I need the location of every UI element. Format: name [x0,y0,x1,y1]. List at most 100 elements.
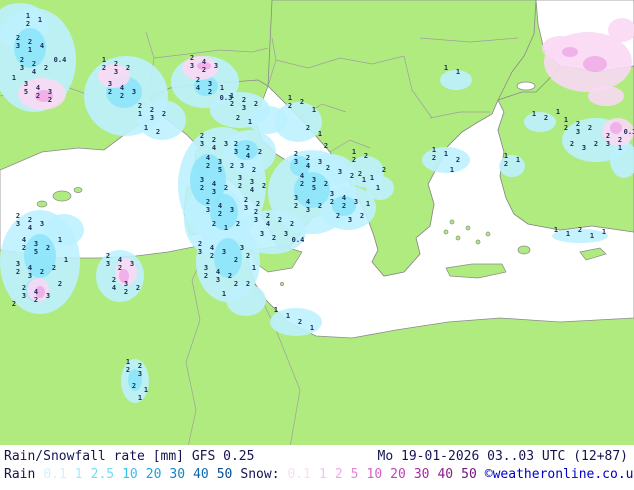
station-value: 2 [34,296,38,304]
station-value: 2 [298,318,302,326]
station-value: 1 [366,200,370,208]
station-value: 3 [254,216,258,224]
precip-rain-mid-blob [128,369,142,391]
station-value: 4 [196,84,200,92]
station-value: 2 [224,184,228,192]
station-value: 1 [230,92,234,100]
station-value: 3 [338,168,342,176]
snow-scale-step: 20 [390,467,406,482]
station-value: 1 [248,118,252,126]
station-value: 3 [242,104,246,112]
station-value: 3 [244,204,248,212]
station-value: 1 [602,228,606,236]
station-value: 3 [24,80,28,88]
cyclades-island [485,231,491,237]
station-value: 3 [40,220,44,228]
station-value: 2 [288,102,292,110]
station-value: 1 [456,68,460,76]
station-value: 2 [290,220,294,228]
station-value: 2 [570,140,574,148]
station-value: 2 [246,280,250,288]
station-value: 3 [22,292,26,300]
station-value: 1 [126,358,130,366]
station-value: 2 [28,38,32,46]
station-value: 3 [20,64,24,72]
station-value: 3 [318,158,322,166]
station-value: 2 [126,366,130,374]
station-value: 2 [12,300,16,308]
station-value: 0.3 [624,128,634,136]
station-value: 4 [306,198,310,206]
station-value: 3 [606,140,610,148]
station-value: 2 [150,106,154,114]
precip-rain-mid-blob [194,76,218,96]
station-value: 3 [348,216,352,224]
station-value: 2 [40,268,44,276]
station-value: 1 [138,110,142,118]
station-value: 2 [212,136,216,144]
station-value: 1 [144,124,148,132]
snow-scale-step: 50 [461,467,477,482]
precip-rain-light-blob [138,100,186,140]
precip-rain-mid-blob [294,172,330,208]
station-value: 2 [138,102,142,110]
station-value: 2 [326,164,330,172]
station-value: 1 [450,166,454,174]
station-value: 2 [238,182,242,190]
station-value: 2 [138,362,142,370]
station-value: 3 [108,80,112,88]
station-value: 2 [114,60,118,68]
station-value: 3 [312,176,316,184]
station-value: 2 [118,264,122,272]
station-value: 1 [376,184,380,192]
precip-rain-light-blob [366,176,394,200]
station-value: 1 [222,290,226,298]
precip-rain-light-blob [524,112,556,132]
station-value: 1 [220,84,224,92]
station-value: 2 [336,212,340,220]
station-value: 2 [28,216,32,224]
station-value: 2 [234,280,238,288]
station-value: 3 [582,144,586,152]
snow-scale-step: 30 [413,467,430,482]
station-value: 2 [256,200,260,208]
station-value: 5 [24,88,28,96]
station-value: 3 [576,128,580,136]
station-value: 2 [16,268,20,276]
station-value: 2 [588,124,592,132]
cyclades-island [443,229,449,235]
station-value: 4 [250,186,254,194]
station-value: 2 [16,34,20,42]
station-value: 4 [210,244,214,252]
station-value: 2 [106,252,110,260]
station-value: 3 [222,248,226,256]
station-value: 2 [206,162,210,170]
precip-snow-mid-blob [35,90,53,102]
station-value: 2 [112,276,116,284]
station-value: 3 [130,260,134,268]
station-value: 3 [330,190,334,198]
station-value: 4 [34,288,38,296]
station-value: 3 [284,230,288,238]
station-value: 2 [504,160,508,168]
station-value: 2 [126,64,130,72]
station-value: 2 [20,56,24,64]
station-value: 2 [16,212,20,220]
precip-snow-mid-blob [562,47,578,57]
station-value: 2 [196,76,200,84]
precip-rain-light-blob [274,102,322,142]
station-value: 2 [198,240,202,248]
station-value: 2 [576,120,580,128]
station-value: 1 [58,236,62,244]
station-value: 3 [234,148,238,156]
station-value: 2 [26,20,30,28]
precip-rain-light-blob [270,308,322,336]
station-value: 1 [12,74,16,82]
precip-rain-light-blob [44,214,84,246]
precip-rain-mid-blob [214,238,242,278]
station-value: 2 [102,64,106,72]
station-value: 1 [504,152,508,160]
station-value: 5 [218,166,222,174]
station-value: 2 [306,154,310,162]
station-value: 2 [266,212,270,220]
